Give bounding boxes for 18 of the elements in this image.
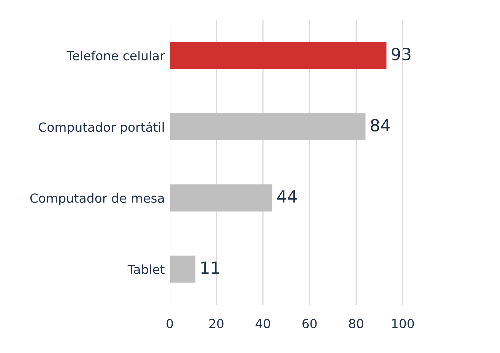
y-tick-label: Telefone celular: [66, 50, 166, 61]
x-tick-label: 60: [302, 319, 317, 329]
data-label: 44: [278, 190, 297, 203]
bar: [170, 42, 387, 70]
bar: [170, 113, 366, 140]
x-tick-label: 0: [166, 319, 174, 329]
x-tick-label: 80: [349, 319, 364, 329]
y-tick-label: Tablet: [128, 264, 165, 274]
data-label: 84: [371, 119, 390, 132]
y-tick-label: Computador portátil: [39, 122, 164, 135]
bar: [170, 256, 196, 283]
data-label: 93: [392, 48, 411, 61]
x-tick-label: 100: [392, 319, 414, 329]
data-label: 11: [202, 262, 220, 274]
y-tick-label: Computador de mesa: [30, 193, 164, 206]
x-tick-label: 20: [210, 319, 224, 329]
x-tick-label: 40: [256, 319, 270, 329]
bar: [170, 184, 273, 212]
